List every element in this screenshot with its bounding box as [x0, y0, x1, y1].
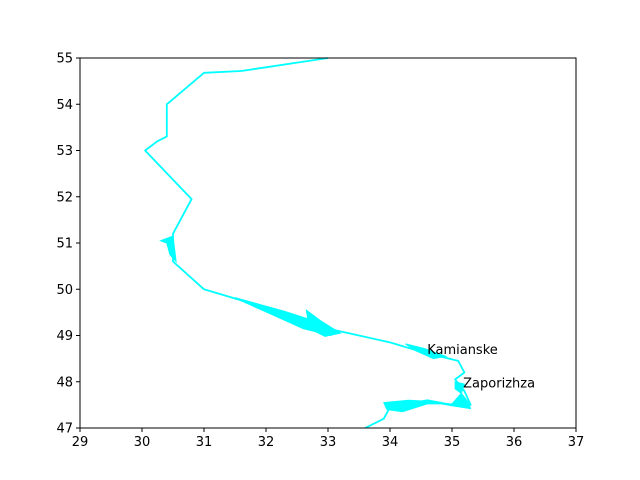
y-tick-label-5: 52 — [56, 190, 73, 205]
y-tick-label-8: 55 — [56, 52, 73, 67]
river-fill-5 — [454, 381, 466, 395]
y-tick-label-7: 54 — [56, 98, 73, 113]
annotation-kamianske: Kamianske — [427, 343, 498, 358]
x-axis: 29 30 31 32 33 34 35 36 37 — [72, 428, 585, 450]
y-tick-label-2: 49 — [56, 329, 73, 344]
y-tick-label-6: 53 — [56, 144, 73, 159]
x-tick-label-3: 32 — [258, 435, 275, 450]
y-axis: 47 48 49 50 51 52 53 54 55 — [56, 52, 80, 437]
x-tick-label-8: 37 — [568, 435, 585, 450]
river-fill-4 — [383, 392, 472, 413]
x-tick-label-5: 34 — [382, 435, 399, 450]
plot-frame — [79, 57, 577, 429]
y-tick-label-4: 51 — [56, 237, 73, 252]
y-tick-label-3: 50 — [56, 283, 73, 298]
x-tick-label-0: 29 — [72, 435, 89, 450]
series-layer — [144, 57, 472, 429]
x-tick-label-4: 33 — [320, 435, 337, 450]
series-line-0 — [144, 57, 472, 429]
y-tick-label-0: 47 — [56, 422, 73, 437]
x-tick-label-1: 30 — [134, 435, 151, 450]
annotations: Kamianske Zaporizhza — [427, 343, 535, 391]
x-tick-label-7: 36 — [506, 435, 523, 450]
x-tick-label-6: 35 — [444, 435, 461, 450]
y-tick-label-1: 48 — [56, 375, 73, 390]
annotation-zaporizhza: Zaporizhza — [463, 376, 535, 391]
x-tick-label-2: 31 — [196, 435, 213, 450]
